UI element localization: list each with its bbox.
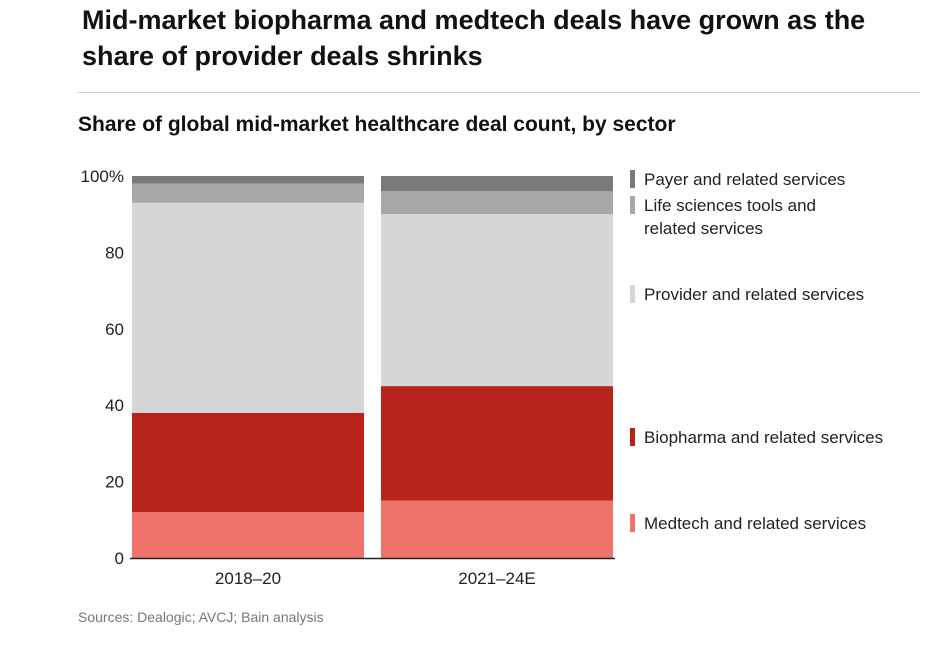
bar-segment-1-1 bbox=[132, 512, 364, 558]
chart-title: Share of global mid-market healthcare de… bbox=[78, 113, 676, 136]
y-tick-label: 100% bbox=[81, 167, 124, 186]
legend-swatch bbox=[630, 285, 635, 303]
stacked-bar-chart: 0 20 40 60 80 100% 2018–20 2021–24E Payer and … bbox=[81, 167, 884, 588]
x-tick-label: 2018–20 bbox=[215, 569, 281, 588]
bar-segment-1-4 bbox=[132, 183, 364, 203]
legend-label: Biopharma and related services bbox=[644, 428, 883, 447]
y-tick-label: 60 bbox=[105, 320, 124, 339]
legend-swatch bbox=[630, 428, 635, 446]
legend-label: Life sciences tools and related services bbox=[644, 196, 816, 238]
legend-swatch bbox=[630, 170, 635, 188]
bar-segment-1-2 bbox=[132, 412, 364, 513]
bar-segment-2-4 bbox=[381, 191, 613, 215]
bar-segment-1-5 bbox=[132, 176, 364, 184]
legend-label: Payer and related services bbox=[644, 170, 845, 189]
bar-segment-2-1 bbox=[381, 500, 613, 558]
legend-swatch bbox=[630, 514, 635, 532]
headline: Mid-market biopharma and medtech deals h… bbox=[82, 5, 866, 71]
bar-segment-2-3 bbox=[381, 214, 613, 387]
divider bbox=[78, 92, 920, 93]
legend-label: Provider and related services bbox=[644, 285, 864, 304]
legend-label: Medtech and related services bbox=[644, 514, 866, 533]
y-tick-label: 80 bbox=[105, 243, 124, 262]
legend-swatch bbox=[630, 196, 635, 214]
y-tick-label: 20 bbox=[105, 473, 124, 492]
bar-segment-2-2 bbox=[381, 386, 613, 501]
x-tick-label: 2021–24E bbox=[458, 569, 536, 588]
y-tick-label: 40 bbox=[105, 396, 124, 415]
bar-segment-2-5 bbox=[381, 176, 613, 192]
bar-segment-1-3 bbox=[132, 202, 364, 413]
y-tick-label: 0 bbox=[115, 549, 124, 568]
sources-note: Sources: Dealogic; AVCJ; Bain analysis bbox=[78, 609, 324, 625]
